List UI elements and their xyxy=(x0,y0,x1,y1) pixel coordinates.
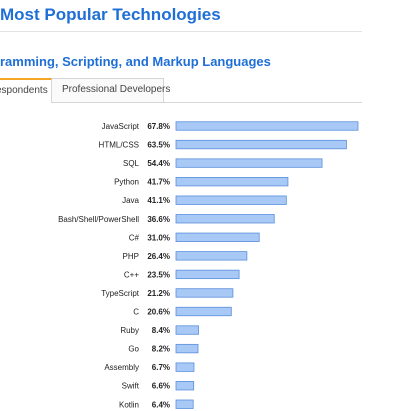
category-label: Ruby xyxy=(120,326,139,335)
bar xyxy=(175,362,195,372)
bar xyxy=(175,139,347,150)
value-label: 8.2% xyxy=(152,345,170,354)
category-label: TypeScript xyxy=(101,289,140,298)
bar xyxy=(175,343,199,354)
section-title: ramming, Scripting, and Markup Languages xyxy=(0,54,271,69)
bar xyxy=(175,176,289,187)
bar xyxy=(175,214,275,224)
value-label: 6.4% xyxy=(152,400,170,409)
category-label: PHP xyxy=(123,252,139,261)
bar xyxy=(175,288,234,298)
title-divider xyxy=(0,31,362,32)
bar xyxy=(175,251,248,261)
value-label: 31.0% xyxy=(147,233,170,242)
category-label: C++ xyxy=(124,270,139,279)
category-label: Assembly xyxy=(104,363,139,372)
value-label: 20.6% xyxy=(147,308,170,317)
value-label: 67.8% xyxy=(147,122,170,131)
value-label: 23.5% xyxy=(147,270,170,279)
category-label: Python xyxy=(114,178,139,187)
tab-all-respondents[interactable]: espondents xyxy=(0,78,52,103)
value-label: 8.4% xyxy=(152,326,170,335)
value-label: 41.1% xyxy=(147,196,170,205)
bar xyxy=(175,232,260,242)
value-label: 6.6% xyxy=(152,382,170,391)
category-label: Kotlin xyxy=(119,400,139,409)
category-label: Go xyxy=(128,345,139,354)
tab-bar: espondents Professional Developers xyxy=(0,78,362,103)
category-label: Bash/Shell/PowerShell xyxy=(58,215,139,224)
bar xyxy=(175,381,195,391)
page-title: Most Popular Technologies xyxy=(0,5,221,24)
value-label: 21.2% xyxy=(147,289,170,298)
value-label: 54.4% xyxy=(147,159,170,168)
bar xyxy=(175,306,232,317)
category-label: C# xyxy=(129,233,140,242)
category-label: SQL xyxy=(123,159,140,168)
value-label: 26.4% xyxy=(147,252,170,261)
value-label: 41.7% xyxy=(147,178,170,187)
category-label: Java xyxy=(122,196,139,205)
bar xyxy=(175,195,287,205)
bar xyxy=(175,269,240,280)
category-label: C xyxy=(133,308,139,317)
bar xyxy=(175,325,199,335)
category-label: JavaScript xyxy=(102,122,140,131)
bar xyxy=(175,121,359,131)
category-label: Swift xyxy=(122,382,140,391)
tab-professional-developers[interactable]: Professional Developers xyxy=(52,78,170,102)
bar xyxy=(175,399,194,409)
category-label: HTML/CSS xyxy=(99,141,139,150)
value-label: 6.7% xyxy=(152,363,170,372)
value-label: 63.5% xyxy=(147,141,170,150)
bar xyxy=(175,158,323,168)
value-label: 36.6% xyxy=(147,215,170,224)
